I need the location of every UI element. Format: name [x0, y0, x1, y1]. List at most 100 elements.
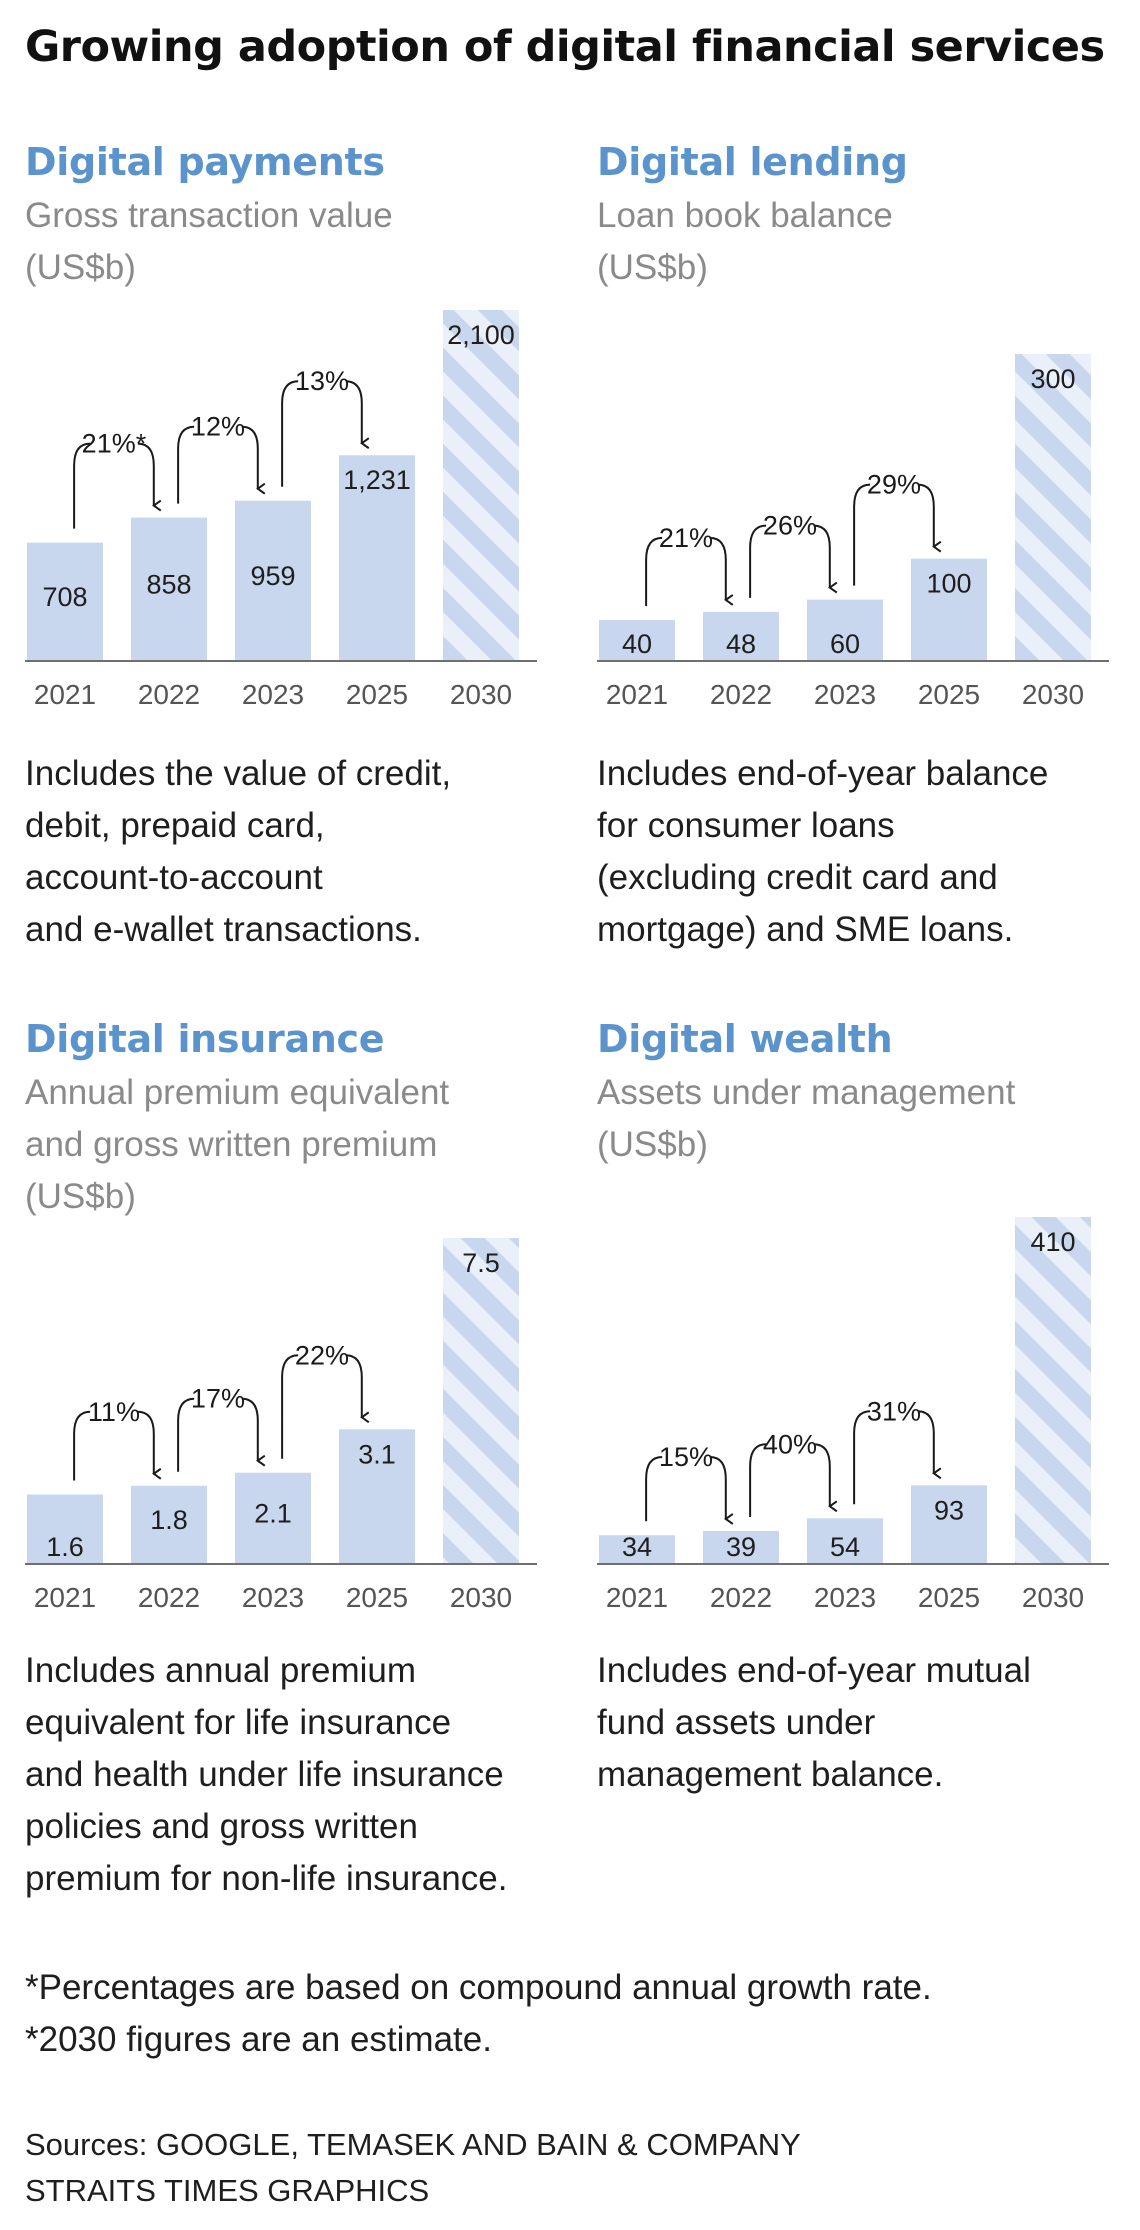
value-label: 2,100 — [447, 320, 515, 350]
panel-digital-insurance: Digital insurance Annual premium equival… — [25, 1017, 565, 1898]
value-label: 858 — [146, 569, 191, 599]
panel-subtitle: Assets under management (US$b) — [597, 1073, 1016, 1164]
panel-note: Includes end-of-year balance for consume… — [597, 754, 1049, 949]
bar-2023 — [807, 1518, 883, 1564]
bar-2030 — [443, 1238, 519, 1564]
panel-digital-lending: Digital lending Loan book balance (US$b)… — [597, 140, 1137, 949]
chart-digital-payments: 708 2021 858 2022 959 2023 1,231 2025 2,100 2030 2… — [25, 310, 537, 710]
growth-label: 15% — [659, 1442, 713, 1472]
footnote-estimate: *2030 figures are an estimate. — [25, 2020, 492, 2059]
x-tick-label: 2030 — [450, 679, 512, 710]
value-label: 1,231 — [343, 465, 411, 495]
value-label: 959 — [250, 561, 295, 591]
bar-2030 — [1015, 1217, 1091, 1564]
bar-2021 — [599, 620, 675, 661]
value-label: 93 — [934, 1495, 964, 1525]
x-tick-label: 2021 — [606, 1582, 668, 1613]
page-title: Growing adoption of digital financial se… — [25, 22, 1105, 72]
growth-label: 12% — [191, 412, 245, 442]
x-tick-label: 2022 — [138, 679, 200, 710]
panel-note: Includes annual premium equivalent for l… — [25, 1651, 508, 1898]
value-label: 39 — [726, 1532, 756, 1562]
value-label: 60 — [830, 629, 860, 659]
bar-2025 — [339, 455, 415, 661]
value-label: 40 — [622, 629, 652, 659]
bar-2030 — [1015, 354, 1091, 661]
value-label: 34 — [622, 1532, 652, 1562]
bar-2023 — [807, 599, 883, 661]
value-label: 1.8 — [150, 1505, 188, 1535]
growth-arrow — [281, 1354, 362, 1459]
growth-arrow — [645, 1455, 726, 1521]
x-tick-label: 2023 — [814, 679, 876, 710]
x-tick-label: 2030 — [450, 1582, 512, 1613]
growth-arrow — [853, 1410, 934, 1505]
value-label: 48 — [726, 629, 756, 659]
bar-2023 — [235, 1472, 311, 1564]
value-label: 1.6 — [46, 1532, 84, 1562]
x-tick-label: 2030 — [1022, 1582, 1084, 1613]
growth-label: 17% — [191, 1384, 245, 1414]
x-tick-label: 2023 — [242, 1582, 304, 1613]
growth-arrow — [749, 1443, 830, 1517]
growth-label: 22% — [295, 1340, 349, 1370]
bar-2021 — [27, 1494, 103, 1564]
value-label: 54 — [830, 1532, 860, 1562]
growth-label: 31% — [867, 1396, 921, 1426]
growth-arrow — [645, 536, 726, 606]
panel-title: Digital insurance — [25, 1017, 385, 1061]
panel-title: Digital payments — [25, 140, 385, 184]
panel-subtitle: Gross transaction value (US$b) — [25, 196, 393, 287]
panel-title: Digital wealth — [597, 1017, 893, 1061]
footnote-cagr: *Percentages are based on compound annua… — [25, 1968, 932, 2007]
bar-2025 — [911, 1485, 987, 1564]
growth-arrow — [749, 524, 830, 598]
bar-2030 — [443, 310, 519, 661]
chart-digital-lending: 40 2021 48 2022 60 2023 100 2025 300 2030 21% 26% 29… — [597, 354, 1109, 710]
bar-2022 — [703, 611, 779, 661]
chart-digital-wealth: 34 2021 39 2022 54 2023 93 2025 410 2030 15% 40% 31% — [597, 1217, 1109, 1613]
sources: Sources: GOOGLE, TEMASEK AND BAIN & COMP… — [25, 2122, 801, 2214]
growth-label: 13% — [295, 366, 349, 396]
growth-label: 40% — [763, 1429, 817, 1459]
growth-label: 11% — [88, 1397, 140, 1427]
growth-arrow — [177, 425, 258, 504]
x-tick-label: 2030 — [1022, 679, 1084, 710]
value-label: 2.1 — [254, 1498, 292, 1528]
value-label: 3.1 — [358, 1439, 396, 1469]
growth-arrow — [73, 1410, 154, 1481]
x-tick-label: 2021 — [34, 679, 96, 710]
growth-label: 21% — [659, 523, 713, 553]
x-tick-label: 2025 — [346, 679, 408, 710]
x-tick-label: 2021 — [606, 679, 668, 710]
growth-label: 29% — [867, 470, 921, 500]
panel-subtitle: Loan book balance (US$b) — [597, 196, 893, 287]
value-label: 100 — [926, 569, 971, 599]
growth-label: 26% — [763, 511, 817, 541]
bar-2022 — [131, 1485, 207, 1564]
x-tick-label: 2023 — [814, 1582, 876, 1613]
footnotes: *Percentages are based on compound annua… — [25, 1962, 932, 2066]
growth-arrow — [853, 483, 934, 586]
sources-line: Sources: GOOGLE, TEMASEK AND BAIN & COMP… — [25, 2127, 801, 2162]
x-tick-label: 2023 — [242, 679, 304, 710]
panel-title: Digital lending — [597, 140, 908, 184]
bar-2025 — [339, 1429, 415, 1564]
bar-2022 — [703, 1530, 779, 1564]
value-label: 410 — [1030, 1227, 1075, 1257]
x-tick-label: 2025 — [918, 679, 980, 710]
x-tick-label: 2021 — [34, 1582, 96, 1613]
panel-digital-payments: Digital payments Gross transaction value… — [25, 140, 565, 949]
value-label: 7.5 — [462, 1248, 500, 1278]
bar-2023 — [235, 500, 311, 661]
x-tick-label: 2025 — [918, 1582, 980, 1613]
growth-arrow — [281, 380, 362, 487]
bar-2021 — [27, 542, 103, 661]
x-tick-label: 2022 — [138, 1582, 200, 1613]
x-tick-label: 2025 — [346, 1582, 408, 1613]
x-tick-label: 2022 — [710, 679, 772, 710]
growth-arrow — [73, 442, 154, 529]
chart-digital-insurance: 1.6 2021 1.8 2022 2.1 2023 3.1 2025 7.5 2030 11% 17… — [25, 1238, 537, 1613]
value-label: 708 — [42, 582, 87, 612]
panel-note: Includes end-of-year mutual fund assets … — [597, 1651, 1031, 1794]
